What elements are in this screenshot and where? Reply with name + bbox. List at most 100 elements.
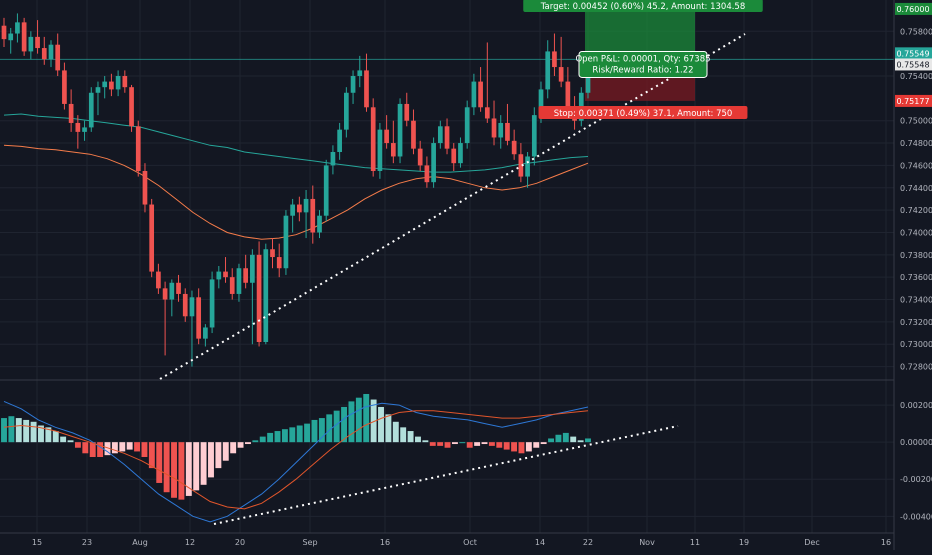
candles[interactable] bbox=[1, 13, 591, 367]
candle-body bbox=[411, 120, 416, 149]
candle-body bbox=[565, 81, 571, 108]
histogram-bar bbox=[392, 421, 399, 443]
candle-body bbox=[431, 143, 436, 183]
candle-body bbox=[343, 92, 349, 130]
candle-body bbox=[176, 282, 181, 294]
candle-body bbox=[189, 297, 195, 317]
stop-label-bg bbox=[538, 106, 748, 119]
histogram-bar bbox=[60, 436, 67, 443]
candle-body bbox=[82, 127, 87, 132]
time-tick-label: Nov bbox=[639, 538, 655, 547]
oscillator-histogram bbox=[1, 393, 591, 500]
histogram-bar bbox=[503, 442, 510, 450]
candle-body bbox=[484, 107, 490, 119]
price-tick-label: 0.75000 bbox=[900, 117, 932, 126]
histogram-bar bbox=[215, 442, 222, 469]
oscillator-lines bbox=[3, 400, 589, 523]
histogram-bar bbox=[400, 427, 407, 443]
histogram-bar bbox=[474, 442, 481, 446]
histogram-bar bbox=[540, 442, 547, 445]
histogram-bar bbox=[230, 442, 237, 454]
candle-body bbox=[1, 25, 7, 40]
candle-body bbox=[437, 126, 443, 144]
candle-body bbox=[511, 140, 517, 155]
candle-body bbox=[303, 198, 309, 213]
time-tick-label: Oct bbox=[463, 538, 477, 547]
histogram-bar bbox=[259, 436, 266, 443]
candle-body bbox=[317, 215, 322, 233]
candle-body bbox=[538, 89, 544, 116]
price-axis: 0.75800 0.75400 0.75000 0.74800 0.74600 0.744… bbox=[900, 27, 932, 371]
oscillator-tick-label: -0.00400 bbox=[900, 512, 932, 521]
pnl-box-bg bbox=[578, 50, 708, 78]
histogram-bar bbox=[52, 431, 59, 443]
histogram-bar bbox=[1, 418, 7, 443]
histogram-bar bbox=[185, 442, 192, 496]
histogram-bar bbox=[429, 442, 436, 446]
histogram-bar bbox=[193, 442, 200, 491]
candle-body bbox=[505, 122, 510, 141]
histogram-bar bbox=[577, 440, 584, 443]
histogram-bar bbox=[274, 431, 281, 443]
histogram-bar bbox=[222, 442, 229, 461]
histogram-bar bbox=[318, 418, 325, 443]
histogram-bar bbox=[289, 427, 296, 443]
histogram-bar bbox=[148, 442, 155, 469]
histogram-bar bbox=[134, 442, 141, 452]
candle-body bbox=[8, 33, 14, 41]
histogram-bar bbox=[104, 442, 111, 456]
histogram-bar bbox=[348, 401, 355, 443]
candle-body bbox=[491, 118, 497, 138]
time-tick-label: 19 bbox=[739, 538, 749, 547]
candle-body bbox=[88, 92, 94, 128]
price-tick-label: 0.74800 bbox=[900, 139, 932, 148]
candle-body bbox=[115, 76, 121, 90]
histogram-bar bbox=[252, 440, 259, 443]
candle-body bbox=[444, 126, 450, 149]
price-trendline[interactable] bbox=[159, 33, 746, 380]
histogram-bar bbox=[237, 442, 244, 448]
candle-body bbox=[68, 103, 74, 123]
candle-body bbox=[464, 107, 470, 144]
time-tick-label: 16 bbox=[380, 538, 390, 547]
price-tick-label: 0.75400 bbox=[900, 72, 932, 81]
candle-body bbox=[256, 254, 262, 342]
oscillator-tick-label: 0.00200 bbox=[900, 401, 932, 410]
candle-body bbox=[109, 81, 114, 90]
histogram-bar bbox=[548, 438, 554, 443]
price-badge-label: 0.75548 bbox=[896, 60, 929, 69]
trendlines[interactable] bbox=[159, 33, 746, 525]
candle-body bbox=[236, 268, 242, 294]
histogram-bar bbox=[407, 431, 414, 443]
histogram-bar bbox=[385, 414, 392, 443]
candle-body bbox=[297, 204, 302, 213]
oscillator-trendline[interactable] bbox=[213, 425, 679, 525]
histogram-bar bbox=[171, 442, 177, 498]
candle-body bbox=[377, 129, 383, 171]
histogram-bar bbox=[370, 399, 377, 443]
candle-body bbox=[350, 76, 356, 93]
candle-body bbox=[196, 297, 202, 339]
candle-body bbox=[451, 148, 457, 164]
candle-body bbox=[545, 51, 551, 90]
histogram-bar bbox=[281, 429, 288, 443]
time-axis: 15 23 Aug 12 20 Sep 16 Oct 14 22 Nov 11 19 Dec 16 bbox=[32, 538, 891, 547]
price-badges: 0.76000 0.75549 0.75548 0.75177 bbox=[895, 2, 932, 107]
histogram-bar bbox=[163, 442, 170, 493]
candle-body bbox=[28, 36, 34, 52]
candle-body bbox=[216, 271, 222, 280]
histogram-bar bbox=[481, 442, 488, 445]
histogram-bar bbox=[555, 434, 562, 443]
histogram-bar bbox=[355, 397, 362, 443]
histogram-bar bbox=[525, 442, 532, 452]
candle-body bbox=[162, 288, 168, 300]
histogram-bar bbox=[97, 442, 104, 457]
candle-body bbox=[62, 70, 67, 104]
candle-body bbox=[424, 165, 430, 183]
candle-body bbox=[276, 257, 282, 269]
histogram-bar bbox=[141, 442, 148, 457]
candle-body bbox=[498, 122, 504, 138]
time-tick-label: 20 bbox=[235, 538, 245, 547]
